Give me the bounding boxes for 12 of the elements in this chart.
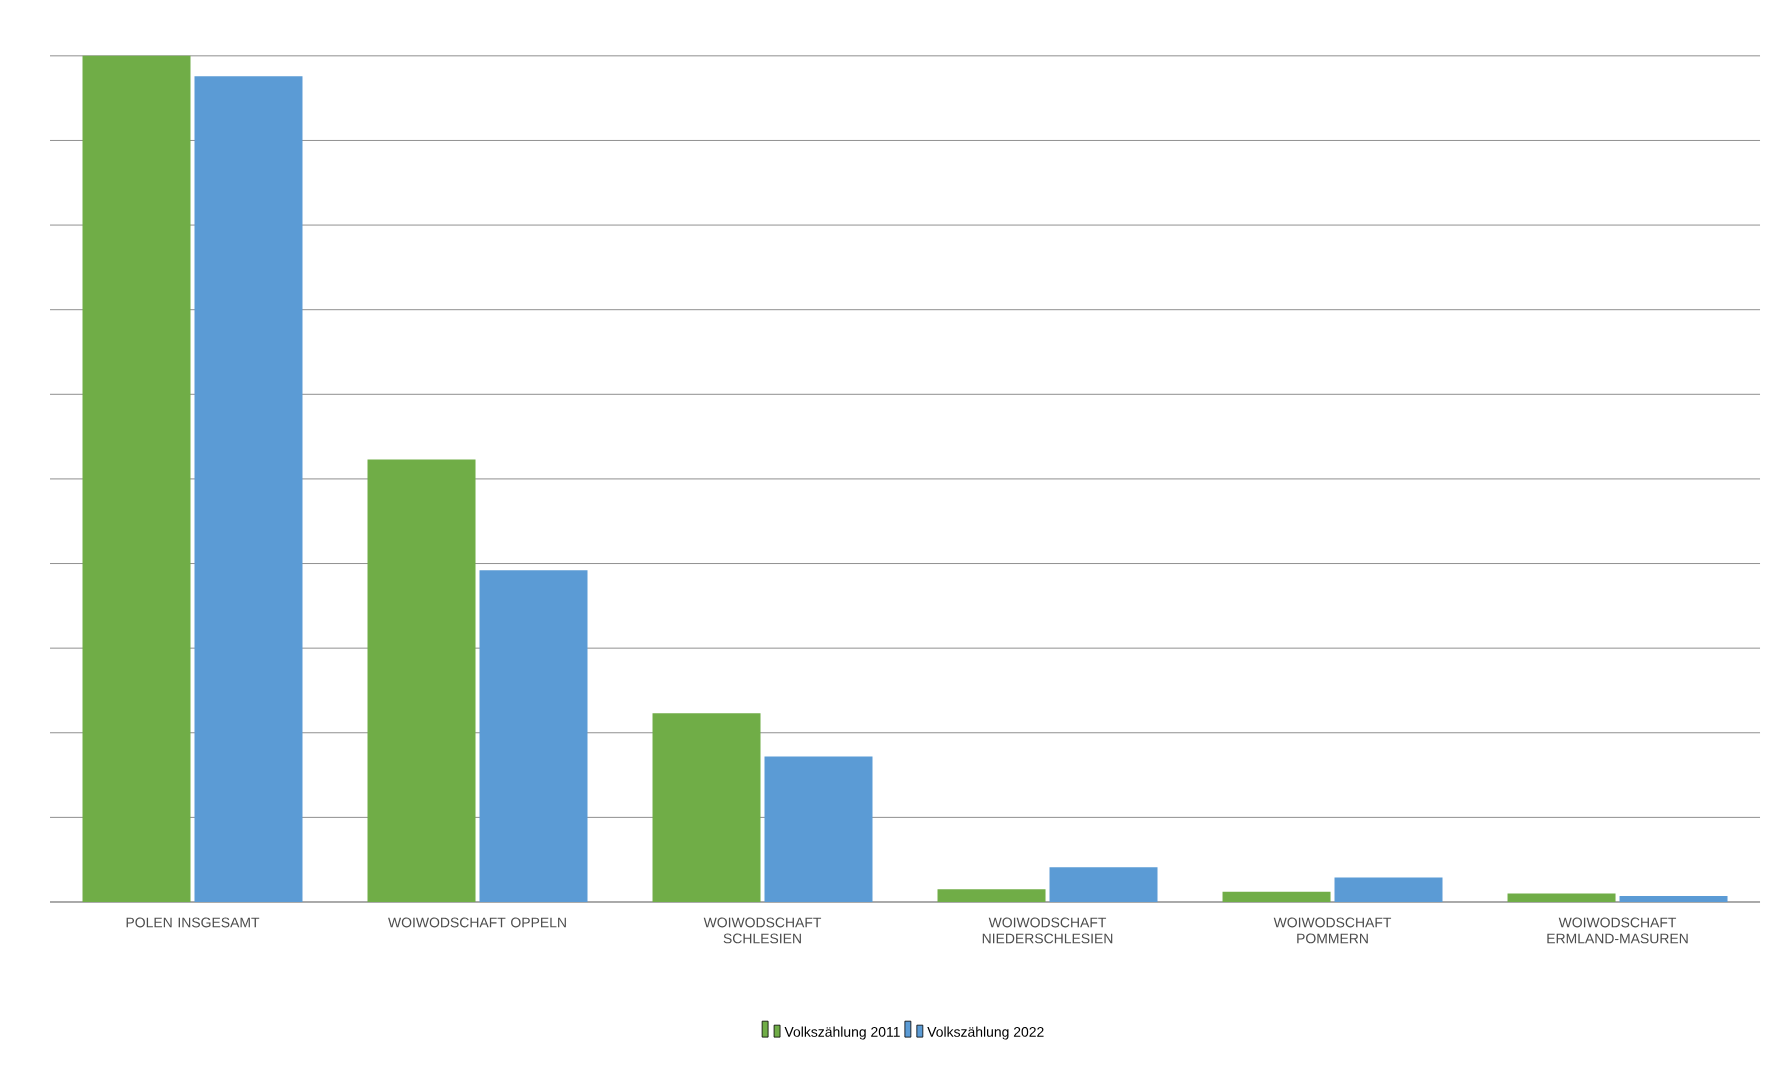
bar [479, 570, 588, 902]
bar [652, 713, 761, 902]
bar [1619, 896, 1728, 902]
bar [937, 889, 1046, 902]
bar [1222, 891, 1331, 902]
bar [1334, 877, 1443, 902]
bar [367, 459, 476, 902]
bar [1507, 893, 1616, 902]
bar [1049, 867, 1158, 902]
bar [764, 756, 873, 902]
bar [82, 55, 191, 902]
bar [194, 76, 303, 902]
